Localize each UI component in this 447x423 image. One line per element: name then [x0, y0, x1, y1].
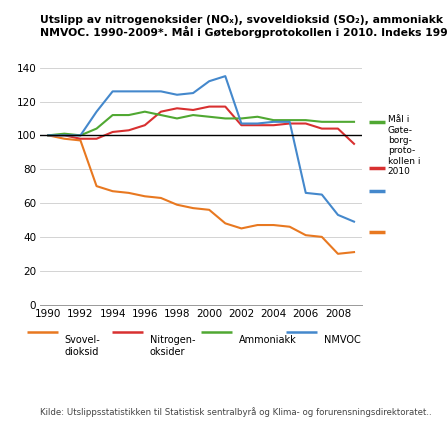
Text: Ammoniakk: Ammoniakk [239, 335, 297, 346]
Text: Mål i
Gøte-
borg-
proto-
kollen i
2010: Mål i Gøte- borg- proto- kollen i 2010 [388, 115, 420, 176]
Text: NMVOC. 1990-2009*. Mål i Gøteborgprotokollen i 2010. Indeks 1990=100,0: NMVOC. 1990-2009*. Mål i Gøteborgprotoko… [40, 26, 447, 38]
Text: Kilde: Utslippsstatistikken til Statistisk sentralbyrå og Klima- og forurensning: Kilde: Utslippsstatistikken til Statisti… [40, 407, 432, 417]
Text: NMVOC: NMVOC [324, 335, 361, 346]
Text: Utslipp av nitrogenoksider (NOₓ), svoveldioksid (SO₂), ammoniakk (NH₃) og: Utslipp av nitrogenoksider (NOₓ), svovel… [40, 15, 447, 25]
Text: Nitrogen-
oksider: Nitrogen- oksider [150, 335, 195, 357]
Text: Svovel-
dioksid: Svovel- dioksid [65, 335, 101, 357]
